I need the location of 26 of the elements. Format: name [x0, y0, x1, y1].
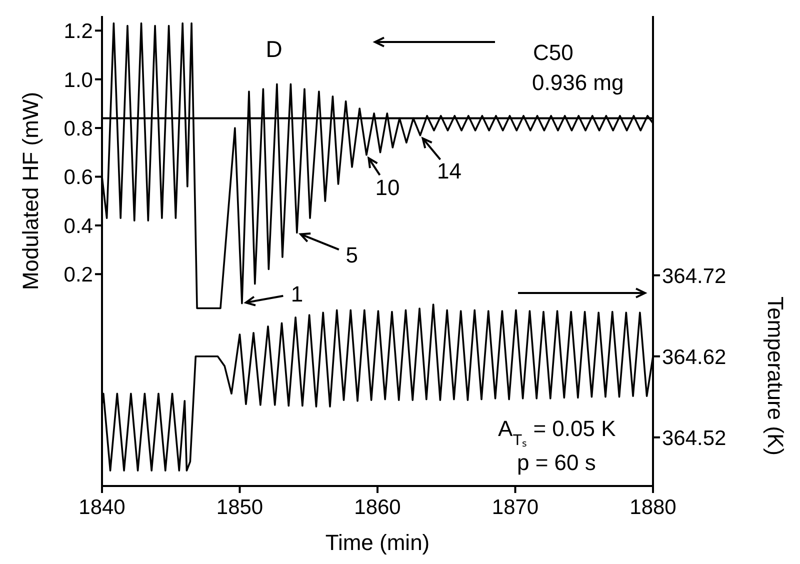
y2-tick-label: 364.52: [662, 426, 726, 450]
x-tick-label: 1880: [630, 496, 676, 519]
annotation: 5: [346, 242, 358, 268]
annotation: p = 60 s: [517, 450, 596, 475]
x-tick-label: 1840: [78, 496, 126, 519]
y-axis-title: Modulated HF (mW): [18, 92, 43, 290]
y-tick-label: 0.8: [64, 117, 93, 140]
annotation: D: [266, 36, 282, 62]
annotation: A$_{Tₛ}$ = 0.05 K: [498, 416, 616, 448]
annotation: 10: [375, 174, 400, 200]
annotation: 14: [436, 158, 462, 183]
x-axis-title: Time (min): [325, 530, 430, 555]
y-tick-label: 1.2: [64, 20, 93, 44]
x-tick-label: 1870: [492, 496, 539, 519]
y-tick-label: 0.4: [64, 214, 94, 238]
annotation: 1: [290, 280, 304, 306]
y-tick-label: 0.6: [64, 166, 93, 190]
y2-axis-title: Temperature (K): [763, 296, 788, 456]
y-tick-label: 0.2: [64, 264, 93, 287]
y2-tick-label: 364.62: [662, 346, 726, 369]
annotation: 0.936 mg: [532, 70, 624, 95]
y2-tick-label: 364.72: [662, 264, 726, 288]
y-tick-label: 1.0: [64, 68, 93, 92]
x-tick-label: 1860: [354, 496, 401, 519]
x-tick-label: 1850: [216, 496, 264, 519]
annotation: C50: [533, 40, 574, 65]
